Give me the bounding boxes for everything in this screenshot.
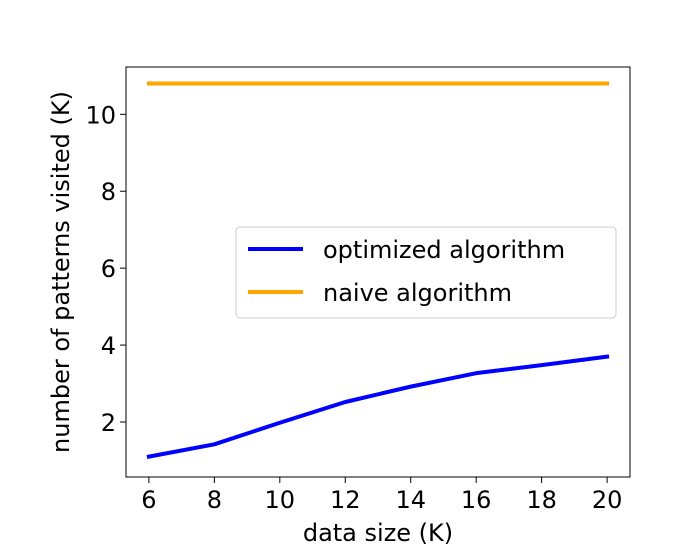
x-tick-label: 6 — [141, 486, 156, 514]
x-tick-label: 20 — [592, 486, 623, 514]
y-tick-label: 2 — [101, 409, 116, 437]
y-tick-label: 6 — [101, 255, 116, 283]
x-tick-label: 8 — [207, 486, 222, 514]
x-axis-label: data size (K) — [303, 519, 453, 547]
x-tick-label: 12 — [330, 486, 361, 514]
x-tick-label: 18 — [526, 486, 557, 514]
y-tick-label: 8 — [101, 178, 116, 206]
legend-label-naive: naive algorithm — [323, 279, 512, 307]
x-tick-label: 16 — [461, 486, 492, 514]
legend-box — [235, 226, 617, 319]
x-axis: 6 8 10 12 14 16 18 20 — [141, 477, 622, 514]
y-axis: 2 4 6 8 10 — [85, 101, 126, 437]
legend: optimized algorithm naive algorithm — [235, 226, 617, 319]
series-layer — [146, 81, 610, 459]
series-line-0 — [146, 354, 610, 459]
y-axis-label: number of patterns visited (K) — [47, 91, 75, 453]
y-tick-label: 10 — [85, 101, 116, 129]
plot-frame — [125, 66, 631, 478]
x-tick-label: 10 — [265, 486, 296, 514]
x-tick-label: 14 — [395, 486, 426, 514]
y-tick-label: 4 — [101, 332, 116, 360]
legend-label-optimized: optimized algorithm — [323, 236, 565, 264]
